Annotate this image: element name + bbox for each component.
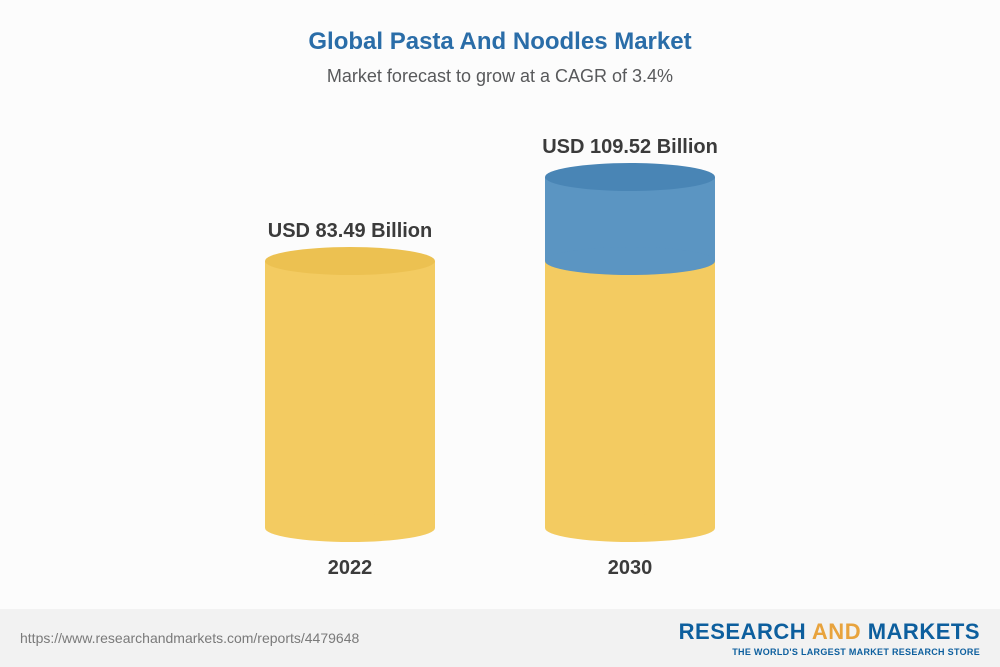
- cylinder-top-ellipse: [545, 163, 715, 191]
- cylinder-body-2022: [265, 261, 435, 528]
- brand-word-and: AND: [812, 619, 861, 644]
- cylinder-segment: [265, 261, 435, 528]
- page-background: Global Pasta And Noodles Market Market f…: [0, 0, 1000, 667]
- cylinder-top-ellipse: [265, 247, 435, 275]
- value-label-2030: USD 109.52 Billion: [520, 136, 740, 159]
- year-label-2030: 2030: [545, 557, 715, 580]
- brand-name: RESEARCH AND MARKETS: [679, 619, 980, 645]
- cylinder-bottom-ellipse: [545, 247, 715, 275]
- year-label-2022: 2022: [265, 557, 435, 580]
- cylinder-bottom-ellipse: [265, 514, 435, 542]
- brand-tagline: THE WORLD'S LARGEST MARKET RESEARCH STOR…: [679, 647, 980, 657]
- chart-subtitle: Market forecast to grow at a CAGR of 3.4…: [0, 66, 1000, 87]
- brand-block: RESEARCH AND MARKETS THE WORLD'S LARGEST…: [679, 619, 980, 657]
- cylinder-segment: [545, 261, 715, 528]
- cylinder-2030: USD 109.52 Billion: [545, 136, 715, 528]
- footer-bar: https://www.researchandmarkets.com/repor…: [0, 609, 1000, 667]
- cylinder-2022: USD 83.49 Billion: [265, 220, 435, 528]
- chart-area: USD 83.49 Billion2022USD 109.52 Billion2…: [0, 87, 1000, 557]
- source-url: https://www.researchandmarkets.com/repor…: [20, 630, 359, 646]
- cylinder-body-2030: [545, 177, 715, 528]
- brand-word-research: RESEARCH: [679, 619, 806, 644]
- brand-word-markets: MARKETS: [868, 619, 980, 644]
- cylinder-bottom-ellipse: [545, 514, 715, 542]
- value-label-2022: USD 83.49 Billion: [240, 220, 460, 243]
- chart-title: Global Pasta And Noodles Market: [0, 0, 1000, 56]
